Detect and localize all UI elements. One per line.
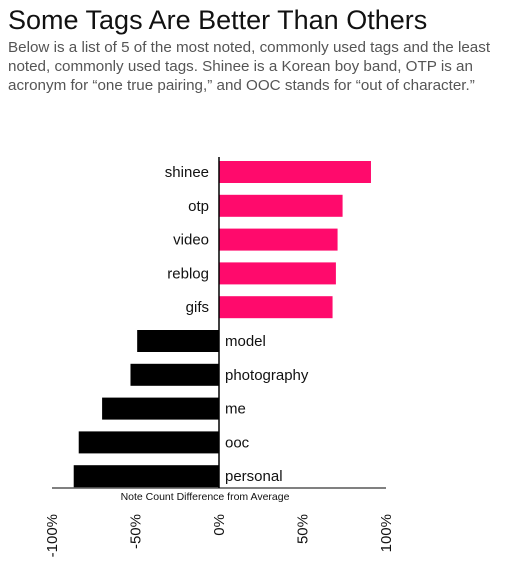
category-label-video: video <box>173 232 209 249</box>
category-label-me: me <box>225 401 246 418</box>
bar-ooc <box>78 431 219 454</box>
x-tick-label: 50% <box>295 514 312 544</box>
bar-video <box>219 228 338 251</box>
bar-personal <box>73 465 220 488</box>
bar-model <box>137 330 219 352</box>
bars-group <box>73 161 371 488</box>
category-label-shinee: shinee <box>165 164 209 181</box>
bar-me <box>102 397 219 420</box>
x-axis-title: Note Count Difference from Average <box>121 491 290 503</box>
category-labels-group: shinee otp video reblog gifs model photography… <box>165 164 309 485</box>
category-label-photography: photography <box>225 367 309 384</box>
category-label-gifs: gifs <box>186 299 209 316</box>
bar-otp <box>219 194 343 217</box>
x-tick-label: 0% <box>211 514 228 536</box>
bar-reblog <box>219 262 336 285</box>
x-tick-label: -100% <box>44 514 61 557</box>
category-label-ooc: ooc <box>225 434 250 451</box>
category-label-model: model <box>225 333 266 350</box>
chart-subtitle: Below is a list of 5 of the most noted, … <box>8 39 491 94</box>
x-tick-label: 100% <box>378 514 395 552</box>
bar-shinee <box>219 161 371 183</box>
category-label-otp: otp <box>188 198 209 215</box>
bar-gifs <box>219 296 333 319</box>
bar-photography <box>130 363 219 386</box>
x-tick-labels-group: -100% -50% 0% 50% 100% <box>44 514 395 557</box>
category-label-reblog: reblog <box>167 265 209 282</box>
category-label-personal: personal <box>225 468 283 485</box>
chart-title: Some Tags Are Better Than Others <box>8 5 428 35</box>
x-tick-label: -50% <box>128 514 145 549</box>
